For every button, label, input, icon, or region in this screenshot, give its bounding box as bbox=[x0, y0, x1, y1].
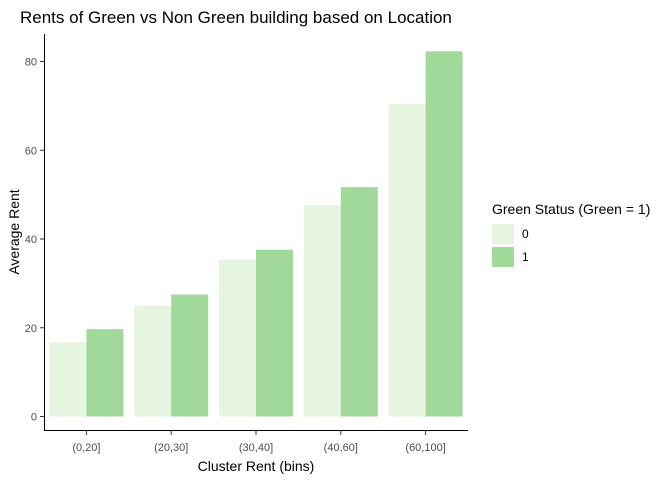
x-axis-label: Cluster Rent (bins) bbox=[198, 458, 315, 474]
legend-label-1: 1 bbox=[522, 250, 529, 264]
bar-(20,30]-series-1 bbox=[171, 294, 209, 417]
y-tick-label: 20 bbox=[25, 323, 37, 335]
x-tick-label: (0,20] bbox=[72, 442, 100, 454]
y-tick-label: 80 bbox=[25, 57, 37, 69]
legend-key-0 bbox=[492, 224, 514, 244]
y-tick-label: 60 bbox=[25, 145, 37, 157]
x-tick-label: (40,60] bbox=[324, 442, 358, 454]
legend-key-1 bbox=[492, 247, 514, 267]
plot-area bbox=[49, 51, 463, 417]
y-ticks: 0 20 40 60 80 bbox=[25, 57, 44, 424]
bar-(0,20]-series-0 bbox=[49, 342, 87, 417]
bar-(20,30]-series-0 bbox=[134, 306, 172, 417]
y-tick-label: 40 bbox=[25, 234, 37, 246]
x-tick-label: (30,40] bbox=[239, 442, 273, 454]
y-axis-label: Average Rent bbox=[6, 189, 22, 274]
legend-items: 01 bbox=[492, 224, 529, 267]
x-tick-label: (20,30] bbox=[154, 442, 188, 454]
bar-(30,40]-series-0 bbox=[219, 259, 256, 417]
bar-(60,100]-series-0 bbox=[388, 104, 426, 417]
x-ticks: (0,20] (20,30] (30,40] (40,60] (60,100] bbox=[72, 431, 446, 454]
chart-title: Rents of Green vs Non Green building bas… bbox=[20, 8, 452, 27]
legend: Green Status (Green = 1) 01 bbox=[492, 201, 650, 267]
legend-label-0: 0 bbox=[522, 227, 529, 241]
bar-(40,60]-series-0 bbox=[303, 205, 341, 417]
legend-title: Green Status (Green = 1) bbox=[492, 201, 650, 217]
x-tick-label: (60,100] bbox=[405, 442, 445, 454]
bar-(40,60]-series-1 bbox=[340, 187, 378, 417]
bar-(0,20]-series-1 bbox=[86, 329, 124, 417]
y-tick-label: 0 bbox=[31, 412, 37, 424]
bar-(30,40]-series-1 bbox=[256, 249, 293, 417]
bar-(60,100]-series-1 bbox=[425, 51, 463, 417]
